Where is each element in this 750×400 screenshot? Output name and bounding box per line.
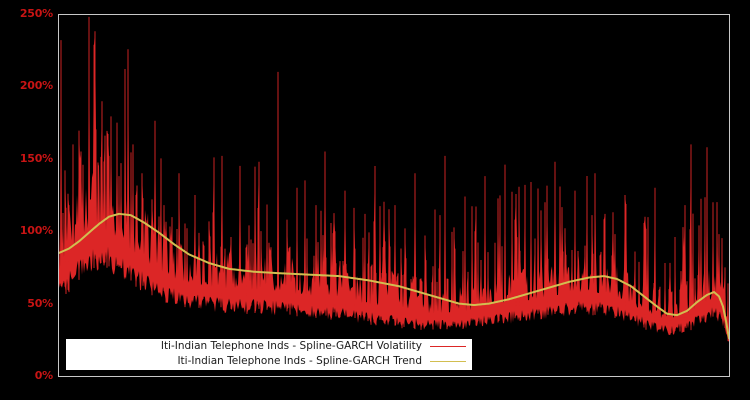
- y-tick-label: 100%: [19, 224, 53, 238]
- volatility-spikes: [60, 16, 729, 342]
- trend-series: [59, 212, 729, 340]
- plot-frame: [58, 14, 730, 377]
- y-tick-label: 200%: [19, 79, 53, 93]
- legend-label: Iti-Indian Telephone Inds - Spline-GARCH…: [177, 355, 422, 367]
- volatility-series: [59, 16, 729, 342]
- y-tick-label: 0%: [34, 369, 53, 382]
- legend-label: Iti-Indian Telephone Inds - Spline-GARCH…: [160, 340, 422, 352]
- y-tick-label: 250%: [19, 7, 53, 20]
- legend-entry: Iti-Indian Telephone Inds - Spline-GARCH…: [66, 339, 472, 354]
- legend-entry: Iti-Indian Telephone Inds - Spline-GARCH…: [66, 354, 472, 369]
- series-layer: [59, 16, 729, 342]
- y-tick-label: 150%: [19, 151, 53, 165]
- legend-color-swatch-trend: [430, 361, 466, 362]
- chart-legend: Iti-Indian Telephone Inds - Spline-GARCH…: [66, 339, 472, 370]
- y-tick-label: 50%: [27, 296, 53, 310]
- legend-color-swatch-volatility: [430, 346, 466, 347]
